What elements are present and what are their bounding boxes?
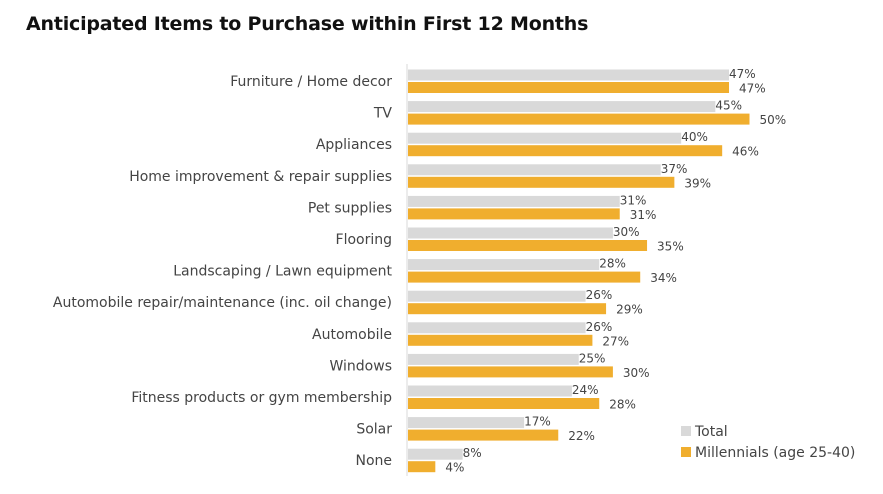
chart-title: Anticipated Items to Purchase within Fir… bbox=[26, 13, 589, 35]
labels-group: Furniture / Home decor 47%47% TV 45% 50% Appl… bbox=[53, 67, 786, 475]
category-label: Appliances bbox=[316, 137, 392, 153]
data-label: 34% bbox=[650, 271, 677, 285]
bar-total bbox=[408, 195, 620, 207]
data-label: 8% bbox=[463, 446, 482, 460]
bar-millennials bbox=[408, 303, 607, 315]
data-label: 27% bbox=[602, 334, 629, 348]
data-label: 24% bbox=[572, 383, 599, 397]
bar-millennials bbox=[408, 398, 600, 409]
data-label: 39% bbox=[684, 176, 711, 190]
data-label: 28% bbox=[609, 398, 636, 412]
bar-total bbox=[408, 132, 682, 144]
category-label: Automobile repair/maintenance (inc. oil … bbox=[53, 295, 392, 311]
data-label: 4% bbox=[445, 461, 464, 475]
data-label: 50% bbox=[760, 113, 787, 127]
bar-total bbox=[408, 259, 600, 271]
bar-millennials bbox=[408, 461, 436, 473]
data-label: 47% bbox=[739, 82, 766, 96]
bars-group bbox=[408, 69, 750, 473]
data-label: 40% bbox=[681, 130, 708, 144]
bar-total bbox=[408, 322, 586, 334]
legend-label: Total bbox=[694, 424, 728, 440]
bar-total bbox=[408, 101, 716, 113]
bar-millennials bbox=[408, 334, 593, 346]
category-label: Flooring bbox=[336, 232, 392, 248]
data-label: 22% bbox=[568, 429, 595, 443]
data-label: 35% bbox=[657, 240, 684, 254]
data-label: 25% bbox=[579, 351, 606, 365]
legend-label: Millennials (age 25-40) bbox=[695, 445, 855, 461]
category-label: Home improvement & repair supplies bbox=[129, 169, 392, 185]
bar-millennials bbox=[408, 366, 613, 378]
legend-swatch-total bbox=[681, 426, 691, 436]
category-label: None bbox=[355, 453, 392, 469]
data-label: 28% bbox=[599, 257, 626, 271]
data-label: 37% bbox=[661, 162, 688, 176]
bar-millennials bbox=[408, 145, 723, 157]
bar-millennials bbox=[408, 113, 750, 125]
data-label: 47% bbox=[729, 67, 756, 81]
category-label: Fitness products or gym membership bbox=[131, 390, 392, 406]
category-label: Pet supplies bbox=[308, 200, 392, 216]
legend: Total Millennials (age 25-40) bbox=[681, 424, 855, 461]
data-label: 46% bbox=[732, 145, 759, 159]
category-label: TV bbox=[373, 106, 393, 122]
category-label: Automobile bbox=[312, 327, 392, 343]
data-label: 29% bbox=[616, 303, 643, 317]
bar-total bbox=[408, 385, 572, 397]
data-label: 26% bbox=[586, 288, 613, 302]
bar-millennials bbox=[408, 271, 641, 283]
bar-total bbox=[408, 448, 463, 460]
data-label: 45% bbox=[715, 99, 742, 113]
bar-millennials bbox=[408, 176, 675, 188]
bar-millennials bbox=[408, 240, 648, 251]
bar-total bbox=[408, 417, 525, 429]
data-label: 31% bbox=[630, 208, 657, 222]
bar-total bbox=[408, 164, 661, 176]
bar-total bbox=[408, 227, 613, 239]
bar-millennials bbox=[408, 82, 730, 93]
data-label: 26% bbox=[586, 320, 613, 334]
bar-total bbox=[408, 290, 586, 302]
legend-swatch-millennials bbox=[681, 447, 691, 457]
category-label: Solar bbox=[356, 422, 392, 438]
bar-millennials bbox=[408, 208, 620, 220]
data-label: 31% bbox=[620, 193, 647, 207]
data-label: 30% bbox=[613, 225, 640, 239]
bar-millennials bbox=[408, 429, 559, 441]
data-label: 17% bbox=[524, 415, 551, 429]
category-label: Landscaping / Lawn equipment bbox=[173, 264, 392, 280]
data-label: 30% bbox=[623, 366, 650, 380]
category-label: Windows bbox=[330, 358, 393, 374]
bar-total bbox=[408, 69, 730, 81]
bar-total bbox=[408, 353, 579, 365]
category-label: Furniture / Home decor bbox=[230, 74, 392, 90]
